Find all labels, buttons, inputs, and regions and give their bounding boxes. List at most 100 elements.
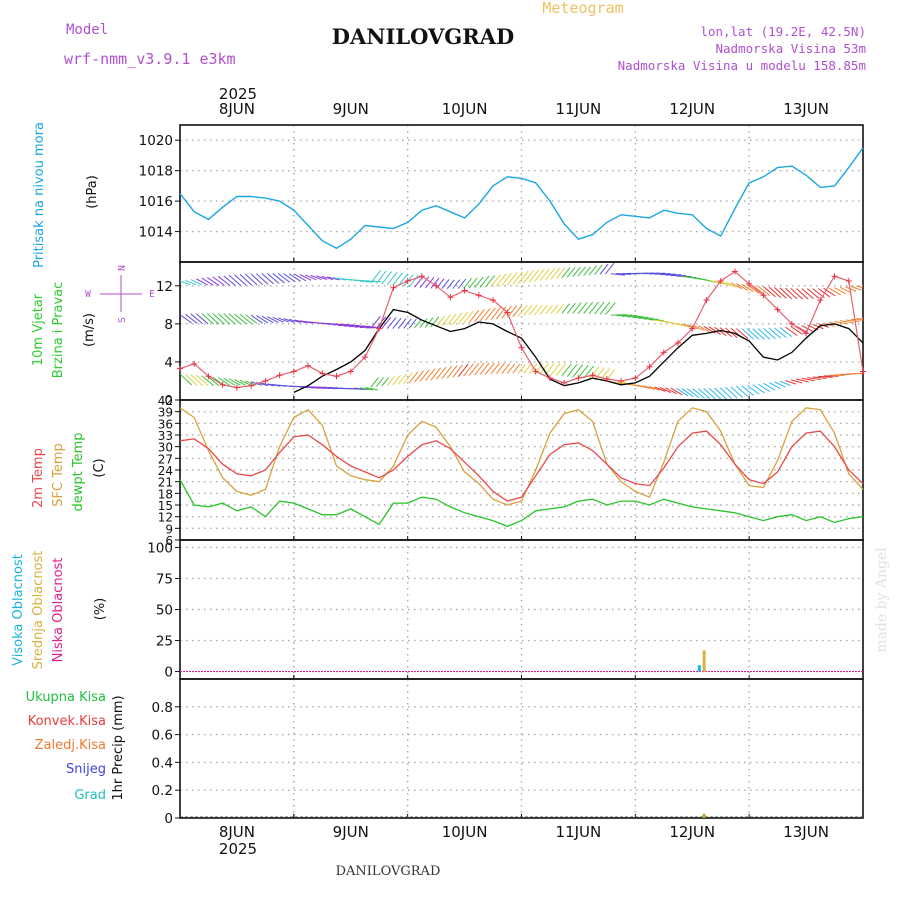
gust-marker	[717, 278, 724, 285]
wind-barb	[446, 279, 455, 289]
wind-barb	[681, 323, 693, 329]
y-tick-label: 4	[164, 355, 173, 371]
wind-barb	[818, 375, 833, 378]
precip-bar	[702, 813, 706, 818]
gust-marker	[433, 282, 440, 289]
wind-barb	[180, 373, 193, 386]
cloud-bar	[697, 665, 701, 672]
wind-barb	[676, 387, 689, 397]
wind-barb	[572, 302, 582, 314]
wind-barb	[605, 263, 615, 275]
gust-marker	[703, 297, 710, 304]
day-label-top: 13JUN	[783, 100, 829, 118]
wind-barb	[495, 273, 507, 287]
wind-barb	[392, 317, 402, 329]
y-tick-label: 39	[158, 406, 173, 420]
wind-barb	[468, 363, 480, 376]
panel-frame	[179, 124, 864, 263]
meteogram-label: Meteogram	[542, 0, 623, 17]
wind-barb	[212, 313, 225, 325]
wind-barb	[861, 372, 863, 374]
wind-barb	[523, 304, 533, 317]
gust-marker	[319, 370, 326, 377]
wind-barb	[245, 273, 258, 286]
wind-barb	[676, 322, 688, 328]
gust-marker	[860, 368, 866, 375]
wind-barb	[212, 276, 225, 286]
wind-barb	[457, 278, 467, 289]
wind-barb	[714, 387, 727, 400]
wind-barb	[267, 316, 279, 323]
wind-barb	[234, 313, 247, 325]
wind-barb	[239, 274, 253, 286]
wind-barb	[370, 269, 382, 283]
gust-marker	[618, 377, 625, 384]
wind-barb	[359, 326, 376, 328]
wind-barb	[370, 377, 379, 388]
wind-barb	[392, 272, 403, 286]
wind-barb	[375, 377, 384, 387]
wind-barb	[228, 378, 241, 386]
wind-barb	[501, 363, 511, 374]
wind-barb	[338, 324, 355, 327]
wind-barb	[659, 273, 676, 276]
day-label-top: 11JUN	[556, 100, 602, 118]
wind-barb	[261, 273, 274, 285]
wind-barb	[845, 319, 860, 323]
wind-barb	[261, 315, 274, 324]
wind-barb	[697, 388, 711, 400]
wind-barb	[485, 275, 496, 288]
wind-barb	[779, 380, 791, 386]
wind-barb	[785, 287, 798, 300]
wind-barb	[365, 386, 379, 391]
wind-barb	[217, 377, 231, 386]
wind-barb	[796, 378, 809, 383]
wind-barb	[266, 273, 280, 284]
cloud-mid-ylabel: Srednja Oblacnost	[31, 551, 46, 670]
wind-barb	[397, 318, 407, 329]
wind-barb	[463, 278, 472, 289]
wind-barb	[555, 267, 566, 279]
wind-barb	[577, 364, 589, 379]
wind-barb	[528, 363, 538, 374]
wind-barb	[370, 315, 381, 329]
wind-barb	[610, 273, 625, 276]
gust-marker	[575, 375, 582, 382]
wind-barb	[550, 304, 559, 315]
day-label-top: 8JUN	[219, 100, 255, 118]
wind-barb	[441, 365, 453, 379]
sfc-ylabel: SFC Temp	[51, 443, 66, 507]
wind-barb	[310, 274, 322, 281]
wind-barb	[834, 287, 847, 295]
lonlat-label: lon,lat (19.2E, 42.5N)	[700, 24, 866, 39]
gust-marker	[418, 273, 425, 280]
wind-barb	[763, 327, 776, 340]
wind-barb	[403, 372, 413, 384]
wind-barb	[725, 281, 737, 288]
wind-barb	[206, 375, 220, 387]
wind-barb	[185, 279, 197, 286]
wind-barb	[294, 273, 307, 282]
wind-barb	[736, 283, 749, 291]
wind-barb	[649, 272, 666, 275]
wind-barb	[457, 311, 469, 325]
wind-barb	[239, 379, 252, 386]
wind-barb	[354, 325, 371, 328]
footer-station: DANILOVGRAD	[336, 864, 441, 879]
wind-barb	[856, 372, 863, 375]
wind-barb	[725, 386, 738, 399]
gust-marker	[561, 379, 568, 386]
wind-barb	[277, 317, 289, 323]
wind-barb	[217, 313, 231, 325]
gust-marker	[262, 377, 269, 384]
pressure-ylabel: Pritisak na nivou mora	[32, 122, 47, 268]
wind-barb	[583, 266, 591, 276]
wind-barb	[577, 302, 588, 314]
gust-marker	[760, 292, 767, 299]
wind-barb	[610, 314, 627, 316]
wind-barb	[414, 370, 424, 383]
wind-barb	[850, 318, 863, 321]
gust-marker	[603, 376, 610, 383]
wind-barb	[790, 288, 803, 300]
